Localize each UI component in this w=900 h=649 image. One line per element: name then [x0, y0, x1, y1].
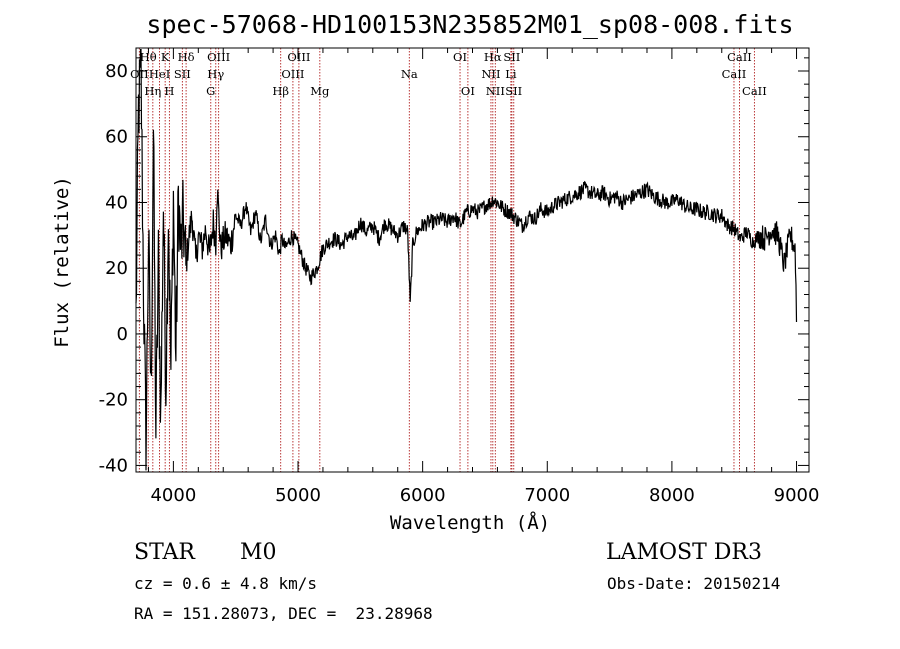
spectral-line-label: OI	[461, 84, 475, 98]
spectrum-line	[135, 49, 798, 471]
spectral-line-label: CaII	[722, 67, 747, 81]
observation-date: Obs-Date: 20150214	[607, 574, 781, 593]
y-tick-label: 0	[117, 324, 128, 345]
spectral-lines	[138, 48, 755, 472]
survey-label: LAMOST DR3	[606, 540, 762, 565]
spectral-line-label: G	[206, 84, 215, 98]
spectral-line-label: OIII	[287, 50, 310, 64]
spectral-line-labels: OIIHθHηHeIKHSIIHδGHγOIIIHβOIIIOIIIMgNaOI…	[130, 50, 767, 98]
y-tick-label: 60	[105, 127, 128, 148]
y-tick-label: -20	[99, 390, 128, 411]
spectral-line-label: Hβ	[272, 84, 289, 98]
y-tick-label: 80	[105, 61, 128, 82]
spectral-line-label: Hθ	[140, 50, 157, 64]
y-tick-label: 20	[105, 258, 128, 279]
x-tick-label: 9000	[774, 485, 820, 506]
spectral-line-label: K	[161, 50, 170, 64]
x-tick-label: 7000	[524, 485, 570, 506]
y-tick-label: 40	[105, 192, 128, 213]
spectral-line-label: NII	[481, 67, 500, 81]
x-tick-label: 5000	[275, 485, 321, 506]
spectral-line-label: Na	[401, 67, 418, 81]
axis-ticks: 4000 5000 6000 7000 8000 9000 -40 -20 0 20 40 60 80	[99, 48, 820, 506]
spectral-line-label: H	[164, 84, 174, 98]
y-tick-label: -40	[99, 455, 128, 476]
spectral-line-label: Li	[505, 67, 517, 81]
spectral-line-label: Hα	[484, 50, 502, 64]
spectral-line-label: Hδ	[178, 50, 195, 64]
coordinates: RA = 151.28073, DEC = 23.28968	[134, 604, 433, 623]
spectral-line-label: CaII	[742, 84, 767, 98]
spectral-line-label: SII	[174, 67, 191, 81]
spectral-line-label: OI	[453, 50, 467, 64]
spectral-line-label: SII	[505, 84, 522, 98]
spectral-line-label: Hγ	[207, 67, 224, 81]
spectral-line-label: OIII	[281, 67, 304, 81]
x-tick-label: 4000	[150, 485, 196, 506]
spectral-line-label: Mg	[310, 84, 330, 98]
redshift-cz: cz = 0.6 ± 4.8 km/s	[134, 574, 318, 593]
spectral-line-label: OIII	[207, 50, 230, 64]
object-class: STAR	[134, 540, 195, 565]
object-subclass: M0	[240, 540, 277, 565]
spectral-line-label: Hη	[144, 84, 161, 98]
x-tick-label: 6000	[400, 485, 446, 506]
spectral-line-label: HeI	[149, 67, 170, 81]
spectral-line-label: CaII	[727, 50, 752, 64]
plot-frame	[135, 47, 810, 473]
chart-title: spec-57068-HD100153N235852M01_sp08-008.f…	[146, 10, 793, 39]
spectral-line-label: SII	[503, 50, 520, 64]
y-axis-label: Flux (relative)	[51, 176, 73, 348]
spectral-line-label: NII	[486, 84, 505, 98]
x-axis-label: Wavelength (Å)	[390, 511, 550, 534]
x-tick-label: 8000	[649, 485, 695, 506]
